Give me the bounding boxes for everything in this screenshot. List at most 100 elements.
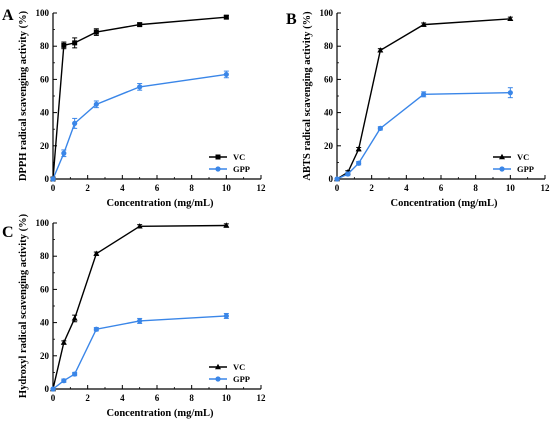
data-point: [355, 145, 362, 152]
chart-panel-a: 0 2 4 6 8 10 12 0 20 40 60 80 100 Concentration (mg/m…: [2, 7, 266, 209]
data-point: [377, 47, 384, 53]
x-tick-label: 6: [439, 183, 444, 193]
data-point: [93, 101, 99, 107]
legend-label: VC: [517, 152, 529, 162]
data-point: [137, 22, 143, 28]
data-point: [72, 40, 78, 46]
y-tick-label: 40: [40, 108, 50, 118]
y-tick-label: 60: [40, 74, 50, 84]
panel-letter: A: [2, 7, 14, 24]
x-tick-label: 12: [257, 183, 267, 193]
y-tick-label: 100: [320, 8, 334, 18]
y-tick-label: 80: [324, 41, 334, 51]
x-tick-label: 8: [473, 183, 478, 193]
legend-marker: [215, 154, 221, 160]
x-tick-label: 0: [51, 183, 56, 193]
legend-label: VC: [233, 362, 245, 372]
data-point: [136, 223, 143, 229]
series-line: [52, 16, 227, 180]
data-point: [93, 29, 99, 35]
legend-label: GPP: [233, 374, 250, 384]
x-tick-label: 10: [222, 183, 232, 193]
series-vc: [334, 15, 514, 182]
x-tick-label: 4: [120, 183, 125, 193]
legend-label: GPP: [517, 164, 534, 174]
x-tick-label: 12: [541, 183, 550, 193]
y-tick-label: 0: [45, 174, 50, 184]
series-gpp: [50, 312, 229, 392]
legend-marker: [215, 376, 221, 382]
y-tick-label: 60: [40, 284, 50, 294]
x-tick-label: 10: [506, 183, 516, 193]
x-tick-label: 8: [189, 393, 194, 403]
y-tick-label: 80: [40, 251, 50, 261]
series-line: [52, 224, 227, 390]
data-point: [60, 339, 67, 345]
chart-panel-b: 0 2 4 6 8 10 12 0 20 40 60 80 100 Concentration (mg/m…: [286, 8, 550, 209]
series-line: [52, 73, 227, 180]
data-point: [421, 91, 427, 97]
legend-entry-gpp: GPP: [493, 164, 534, 174]
x-tick-label: 6: [155, 183, 160, 193]
chart-panel-c: 0 2 4 6 8 10 12 0 20 40 60 80 100 Concentration (mg/m…: [2, 213, 266, 419]
data-point: [137, 318, 143, 324]
legend-entry-gpp: GPP: [209, 164, 250, 174]
panel-letter: B: [286, 11, 297, 28]
y-tick-label: 20: [40, 351, 50, 361]
data-point: [61, 42, 67, 48]
y-tick-label: 0: [45, 384, 50, 394]
y-tick-label: 100: [36, 218, 50, 228]
data-point: [420, 21, 427, 27]
data-point: [223, 222, 230, 228]
series-vc: [50, 222, 230, 392]
data-point: [61, 378, 67, 384]
y-tick-label: 20: [324, 141, 334, 151]
legend-entry-gpp: GPP: [209, 374, 250, 384]
y-tick-label: 60: [324, 74, 334, 84]
legend-entry-vc: VC: [209, 152, 245, 162]
data-point: [50, 386, 56, 392]
data-point: [223, 313, 229, 319]
data-point: [507, 15, 514, 22]
series-vc: [50, 14, 229, 182]
x-tick-label: 12: [257, 393, 267, 403]
data-point: [93, 326, 99, 332]
y-axis-title: ABTS radical scavenging activity (%): [302, 11, 313, 181]
y-tick-label: 40: [324, 108, 334, 118]
data-point: [71, 315, 78, 321]
legend-entry-vc: VC: [209, 362, 245, 372]
series-gpp: [334, 87, 513, 182]
legend-label: GPP: [233, 164, 250, 174]
x-axis-title: Concentration (mg/mL): [106, 198, 214, 209]
series-line: [336, 91, 511, 180]
x-tick-label: 6: [155, 393, 160, 403]
x-tick-label: 0: [51, 393, 56, 403]
data-point: [93, 250, 100, 256]
y-tick-label: 40: [40, 318, 50, 328]
y-tick-label: 20: [40, 141, 50, 151]
x-tick-label: 0: [335, 183, 340, 193]
y-axis-title: DPPH radical scavenging activity (%): [18, 10, 29, 181]
data-point: [72, 371, 78, 377]
x-tick-label: 4: [120, 393, 125, 403]
legend-label: VC: [233, 152, 245, 162]
data-point: [223, 14, 229, 20]
data-point: [50, 176, 56, 182]
legend-marker: [215, 363, 221, 370]
data-point: [345, 171, 351, 177]
legend-marker: [499, 153, 505, 160]
y-tick-label: 100: [36, 8, 50, 18]
y-tick-label: 80: [40, 41, 50, 51]
x-tick-label: 8: [189, 183, 194, 193]
data-point: [223, 71, 229, 78]
series-gpp: [50, 70, 229, 182]
y-tick-label: 0: [329, 174, 334, 184]
x-tick-label: 10: [222, 393, 232, 403]
legend-marker: [499, 166, 505, 172]
data-point: [137, 84, 143, 90]
x-tick-label: 2: [85, 183, 90, 193]
x-tick-label: 2: [369, 183, 374, 193]
data-point: [61, 150, 67, 156]
panel-letter: C: [2, 224, 14, 241]
